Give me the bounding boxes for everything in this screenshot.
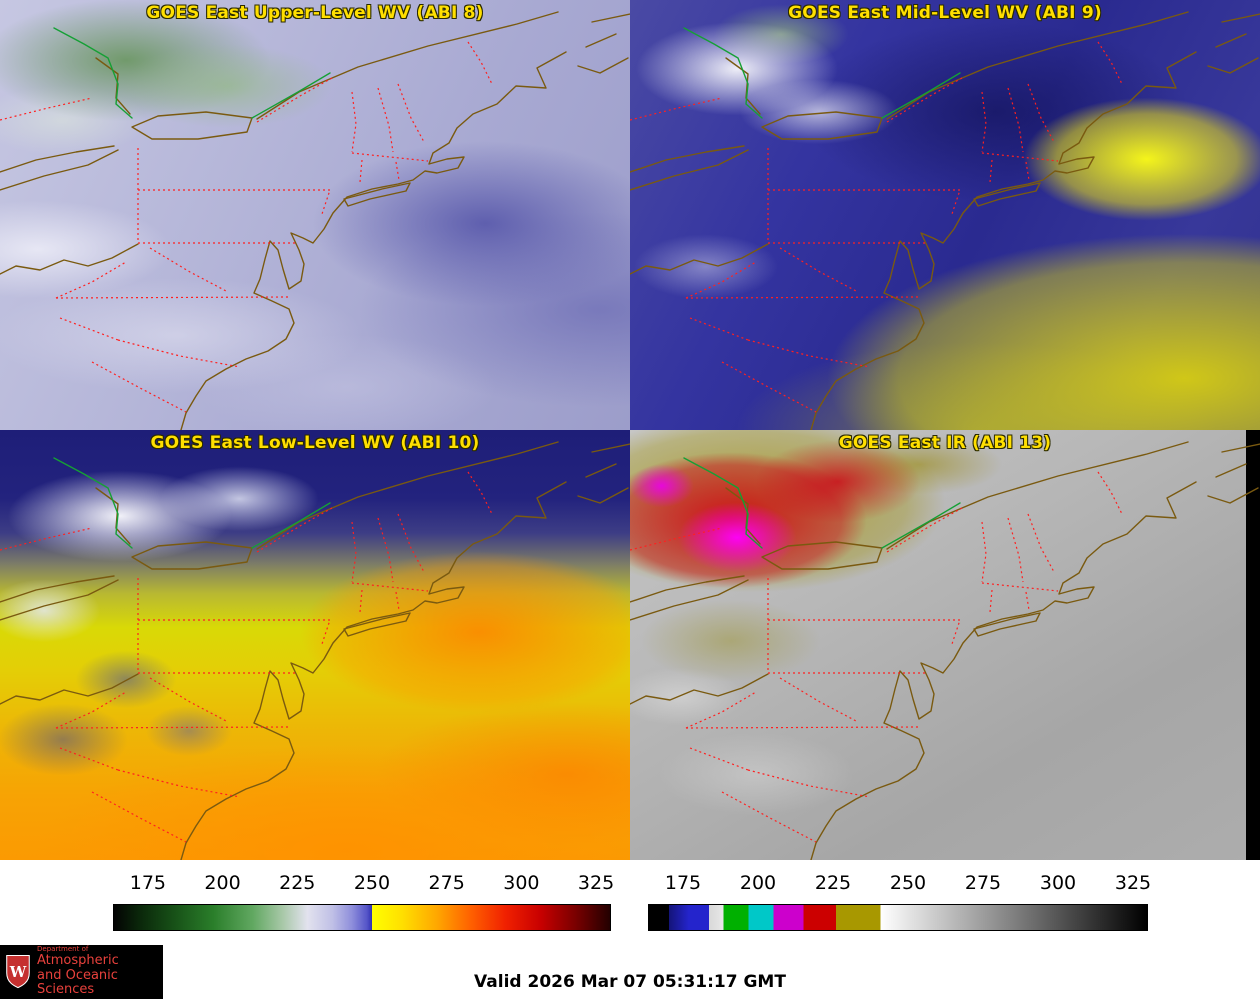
- panel-ir: GOES East IR (ABI 13): [630, 430, 1260, 860]
- map-overlay: [0, 11, 630, 430]
- wv-tick: 275: [428, 872, 465, 894]
- wv-tick: 200: [204, 872, 241, 894]
- wv-tick: 175: [129, 872, 166, 894]
- footer: W Department of Atmospheric and Oceanic …: [0, 945, 1260, 999]
- ir-tick: 250: [889, 872, 927, 894]
- ir-colorbar-group: 175 200 225 250 275 300 325: [630, 860, 1260, 945]
- ir-tick: 175: [664, 872, 702, 894]
- aos-logo: W Department of Atmospheric and Oceanic …: [0, 945, 163, 999]
- ir-tick: 200: [739, 872, 777, 894]
- panel-title-abi10: GOES East Low-Level WV (ABI 10): [150, 433, 480, 453]
- wv-tick: 325: [577, 872, 615, 894]
- ir-tick: 275: [964, 872, 1002, 894]
- wv-tick: 225: [279, 872, 316, 894]
- crest-monogram: W: [9, 964, 27, 981]
- map-overlay: [0, 441, 630, 860]
- logo-dept-line: Department of: [37, 945, 89, 954]
- wv-colorbar-group: 175 200 225 250 275 300 325: [0, 860, 630, 945]
- logo-text: Department of Atmospheric and Oceanic Sc…: [37, 945, 163, 998]
- panel-title-abi13: GOES East IR (ABI 13): [838, 433, 1052, 453]
- panel-low-level-wv: GOES East Low-Level WV (ABI 10): [0, 430, 630, 860]
- colorbar-section: 175 200 225 250 275 300 325 175 200 225 …: [0, 860, 1260, 945]
- logo-name-line1: Atmospheric: [37, 953, 119, 969]
- map-overlay: [630, 441, 1260, 860]
- wv-colorbar: [113, 904, 611, 931]
- panel-mid-level-wv: GOES East Mid-Level WV (ABI 9): [630, 0, 1260, 430]
- valid-time: Valid 2026 Mar 07 05:31:17 GMT: [474, 972, 786, 992]
- ir-colorbar: [648, 904, 1148, 931]
- panel-upper-level-wv: GOES East Upper-Level WV (ABI 8): [0, 0, 630, 430]
- ir-tick: 225: [814, 872, 852, 894]
- map-overlay: [630, 11, 1260, 430]
- panel-title-abi8: GOES East Upper-Level WV (ABI 8): [146, 3, 484, 23]
- panel-title-abi9: GOES East Mid-Level WV (ABI 9): [788, 3, 1102, 23]
- satellite-quad-grid: GOES East Upper-Level WV (ABI 8) GOES Ea…: [0, 0, 1260, 860]
- uw-crest-icon: W: [6, 955, 30, 989]
- wv-tick: 300: [503, 872, 540, 894]
- ir-tick: 325: [1114, 872, 1152, 894]
- logo-name-line2: and Oceanic Sciences: [37, 967, 118, 998]
- wv-tick: 250: [353, 872, 391, 894]
- ir-tick: 300: [1039, 872, 1077, 894]
